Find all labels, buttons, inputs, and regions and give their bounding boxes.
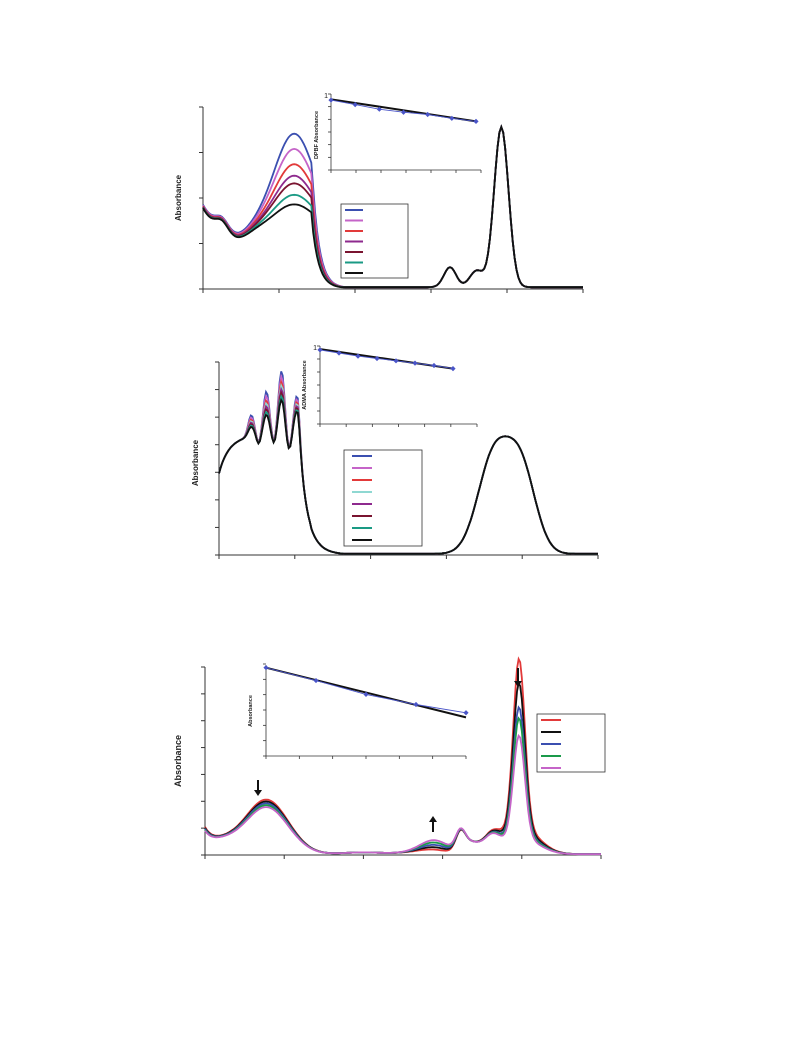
chart-3-inset-y-axis-label: Absorbance <box>248 695 254 727</box>
chart-1-x-ticks <box>202 289 584 293</box>
chart-1-inset-y-axis-label: DPBF Absorbance <box>314 111 320 159</box>
chart-1-y-axis-label: Absorbance <box>174 174 183 221</box>
chart-2: Absorbance 1 ADMA Absorbance <box>191 345 599 559</box>
chart-2-plot-area <box>218 371 598 555</box>
chart-3-inset-point <box>413 701 419 708</box>
chart-1-plot-area <box>202 124 583 289</box>
chart-2-inset-point <box>412 360 418 366</box>
chart-3-inset-point <box>463 710 469 716</box>
arrow-down-right-head <box>514 681 522 687</box>
chart-2-inset-point <box>374 355 380 362</box>
chart-1-inset-point <box>328 97 334 103</box>
chart-2-series-7 <box>218 397 598 555</box>
chart-2-inset-point <box>431 362 437 369</box>
chart-1-inset-point <box>352 102 358 108</box>
chart-3-legend <box>536 713 606 773</box>
chart-2-inset-point <box>355 353 361 359</box>
chart-3-inset-point <box>313 677 319 684</box>
chart-2-inset-y-tick-label: 1 <box>313 345 317 352</box>
chart-2-y-axis-label: Absorbance <box>191 439 200 486</box>
chart-3-series-4 <box>204 733 601 856</box>
chart-1-legend <box>340 203 409 279</box>
arrow-up-middle-head <box>429 816 437 822</box>
chart-2-inset-point <box>317 347 323 353</box>
chart-3-y-ticks <box>201 666 205 856</box>
arrow-down-left-head <box>254 790 262 796</box>
chart-2-inset-data-line <box>319 349 454 370</box>
chart-1-inset-point <box>473 118 479 124</box>
chart-3-plot-area <box>204 656 601 856</box>
chart-2-inset-point <box>393 358 399 364</box>
chart-2-inset-point <box>336 350 342 356</box>
chart-3: Absorbance Absorbance <box>173 656 606 859</box>
chart-3-axes <box>204 667 601 856</box>
chart-1-inset-y-tick-label: 1 <box>324 93 328 100</box>
chart-3-arrows <box>254 668 522 832</box>
chart-3-inset: Absorbance <box>248 663 469 759</box>
chart-1-inset: 1 DPBF Absorbance <box>314 93 482 173</box>
chart-1-series-6 <box>202 124 583 289</box>
chart-2-inset-y-axis-label: ADMA Absorbance <box>302 360 308 409</box>
chart-2-legend <box>343 449 423 547</box>
chart-2-inset-point <box>450 366 456 372</box>
chart-1-y-ticks <box>199 106 203 290</box>
chart-2-inset: 1 ADMA Absorbance <box>302 345 478 427</box>
chart-3-inset-point <box>263 665 269 671</box>
chart-1: Absorbance 1 DPBF Absorbance <box>174 93 584 293</box>
chart-3-y-axis-label: Absorbance <box>173 735 183 787</box>
chart-3-inset-point <box>363 691 369 697</box>
chart-2-y-ticks <box>215 361 219 556</box>
chart-1-inset-point <box>376 106 382 112</box>
chart-1-inset-point <box>449 115 455 121</box>
chart-3-x-ticks <box>204 855 602 859</box>
chart-2-axes <box>218 362 598 556</box>
chart-2-x-ticks <box>218 555 599 559</box>
chart-1-inset-point <box>425 111 431 118</box>
chart-1-inset-point <box>400 109 407 115</box>
